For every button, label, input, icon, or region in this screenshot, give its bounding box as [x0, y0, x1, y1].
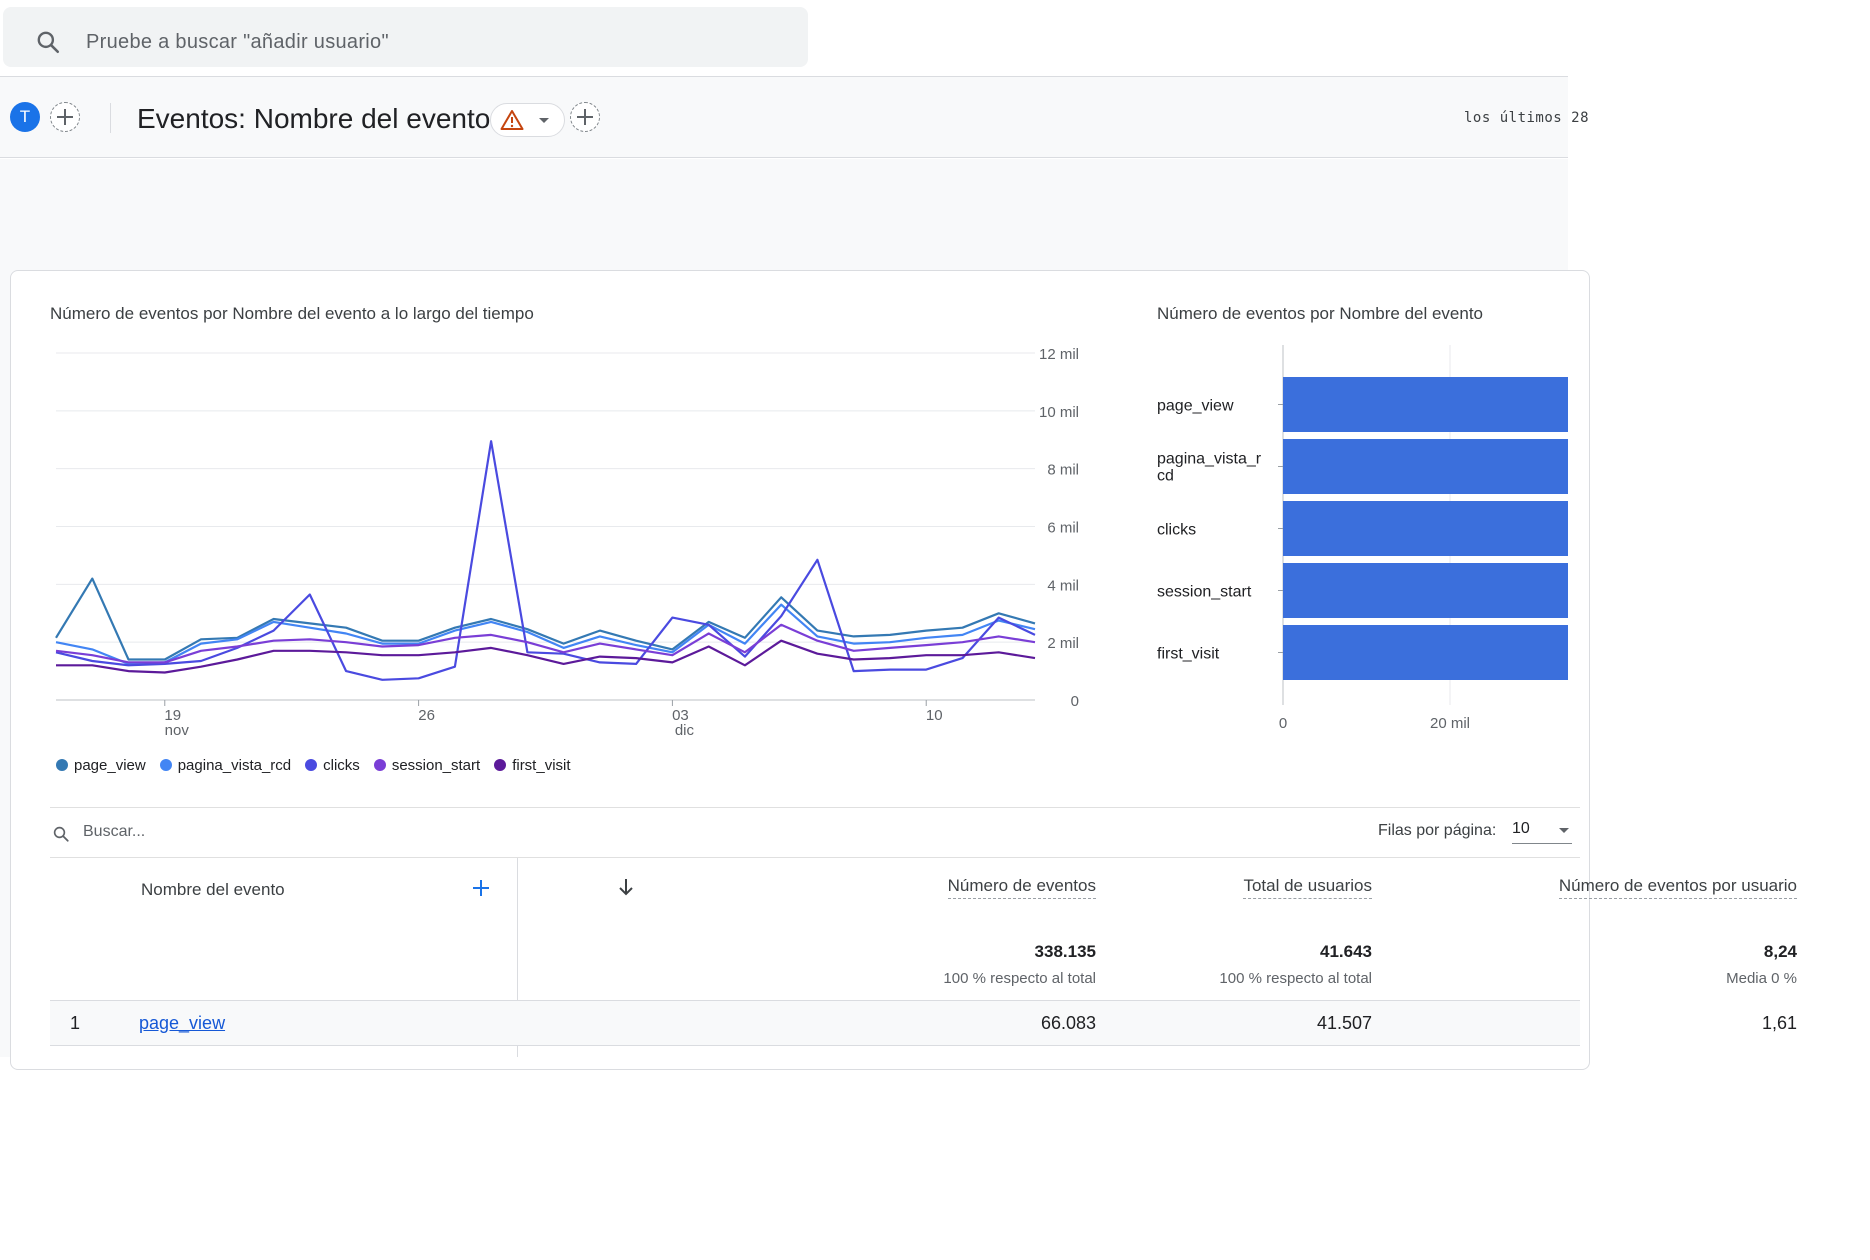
total-event-count-sub: 100 % respecto al total	[943, 970, 1096, 987]
total-users-sub: 100 % respecto al total	[1219, 970, 1372, 987]
header-events-per-user[interactable]: Número de eventos por usuario	[1558, 876, 1797, 899]
x-tick-label: 20 mil	[1430, 715, 1470, 732]
series-line-session-start	[55, 623, 1036, 664]
y-tick-label: 4 mil	[1047, 577, 1079, 594]
legend-label: first_visit	[512, 756, 571, 774]
bar-pagina-vista-rcd	[1283, 439, 1568, 494]
y-tick-label: 2 mil	[1047, 635, 1079, 652]
global-search-bar[interactable]: Pruebe a buscar "añadir usuario"	[3, 7, 808, 67]
label-line: cd	[1157, 468, 1174, 485]
table-search-input[interactable]: Buscar...	[83, 823, 146, 840]
dimension-header[interactable]: Nombre del evento	[141, 880, 285, 899]
data-quality-warning-chip[interactable]	[490, 103, 565, 137]
row-event-count: 66.083	[1040, 1013, 1096, 1033]
series-line-clicks	[55, 440, 1036, 681]
x-tick-label: 03	[672, 707, 689, 724]
series-line-page-view	[55, 577, 1036, 661]
bar-chart-title: Número de eventos por Nombre del evento	[1157, 304, 1484, 323]
page-title: Eventos: Nombre del evento	[137, 103, 491, 134]
legend-item-first-visit[interactable]: first_visit	[494, 755, 571, 775]
total-users: 41.643	[1320, 942, 1372, 961]
rows-per-page-value: 10	[1512, 820, 1530, 837]
header-divider	[110, 103, 111, 133]
x-tick-label: 26	[418, 707, 435, 724]
x-tick-label: 19	[164, 707, 181, 724]
legend-item-clicks[interactable]: clicks	[305, 755, 360, 775]
chevron-down-icon	[539, 118, 549, 123]
bar-clicks	[1283, 501, 1568, 556]
table-header-divider	[50, 857, 1580, 858]
total-events-per-user-sub: Media 0 %	[1726, 970, 1797, 987]
x-tick-label: 10	[926, 707, 943, 724]
header-total-users[interactable]: Total de usuarios	[1243, 876, 1372, 899]
table-top-divider	[50, 807, 1580, 808]
row-total-users: 41.507	[1316, 1013, 1372, 1033]
legend-label: clicks	[323, 756, 360, 774]
comparison-avatar[interactable]: T	[10, 102, 40, 132]
add-comparison-button[interactable]	[50, 102, 80, 132]
date-range-label[interactable]: los últimos 28	[1464, 110, 1590, 126]
add-filter-button[interactable]	[570, 102, 600, 132]
search-icon	[53, 826, 69, 842]
search-icon	[37, 31, 60, 54]
bar-category-label: session_start	[1157, 584, 1252, 601]
row-events-per-user: 1,61	[1761, 1013, 1797, 1033]
add-dimension-button[interactable]	[472, 879, 490, 897]
y-tick-label: 8 mil	[1047, 462, 1079, 479]
row-index: 1	[70, 1013, 81, 1033]
legend-swatch	[56, 759, 68, 771]
x-tick-month-label: nov	[165, 722, 190, 739]
bar-category-label: page_view	[1157, 398, 1234, 415]
row-event-name-link[interactable]: page_view	[139, 1013, 226, 1033]
bar-category-label: clicks	[1157, 522, 1196, 539]
total-event-count: 338.135	[1034, 942, 1096, 961]
y-tick-label: 12 mil	[1039, 346, 1079, 363]
label-line: pagina_vista_r	[1157, 451, 1262, 468]
top-bar: Pruebe a buscar "añadir usuario"	[0, 0, 1568, 77]
chevron-down-icon	[1559, 828, 1569, 833]
table-row[interactable]	[50, 1000, 1580, 1046]
legend-swatch	[305, 759, 318, 771]
series-line-pagina-vista-rcd	[55, 603, 1036, 665]
total-events-per-user: 8,24	[1763, 942, 1797, 961]
legend-label: page_view	[74, 756, 146, 774]
legend-item-page-view[interactable]: page_view	[56, 755, 146, 775]
bar-category-label: first_visit	[1157, 646, 1220, 663]
legend-swatch	[159, 759, 172, 771]
y-tick-label: 6 mil	[1047, 520, 1079, 537]
y-tick-label: 0	[1071, 693, 1079, 710]
legend-item-pagina-vista-rcd[interactable]: pagina_vista_rcd	[159, 755, 292, 775]
rows-per-page-label: Filas por página:	[1378, 822, 1497, 839]
line-chart-title: Número de eventos por Nombre del evento …	[50, 304, 534, 323]
bar-page-view	[1283, 377, 1568, 432]
legend-swatch	[373, 759, 386, 771]
warning-icon	[500, 110, 524, 130]
legend-label: session_start	[391, 756, 481, 774]
y-tick-label: 10 mil	[1039, 404, 1079, 421]
bar-session-start	[1283, 563, 1568, 618]
x-tick-month-label: dic	[675, 722, 695, 739]
report-header	[0, 77, 1568, 158]
legend-item-session-start[interactable]: session_start	[373, 755, 481, 775]
dimension-column-divider	[517, 858, 518, 1057]
legend-swatch	[494, 759, 507, 771]
line-chart-legend: page_view pagina_vista_rcd clicks sessio…	[56, 755, 571, 775]
series-line-first-visit	[56, 639, 1036, 674]
rows-per-page-select[interactable]: 10	[1512, 812, 1572, 844]
x-tick-label: 0	[1279, 715, 1287, 732]
bar-first-visit	[1283, 625, 1568, 680]
sort-descending-icon[interactable]	[617, 877, 635, 897]
bar-category-label: pagina_vista_r cd	[1157, 451, 1262, 485]
header-event-count[interactable]: Número de eventos	[947, 876, 1096, 899]
legend-label: pagina_vista_rcd	[177, 756, 292, 774]
global-search-placeholder[interactable]: Pruebe a buscar "añadir usuario"	[86, 31, 389, 53]
